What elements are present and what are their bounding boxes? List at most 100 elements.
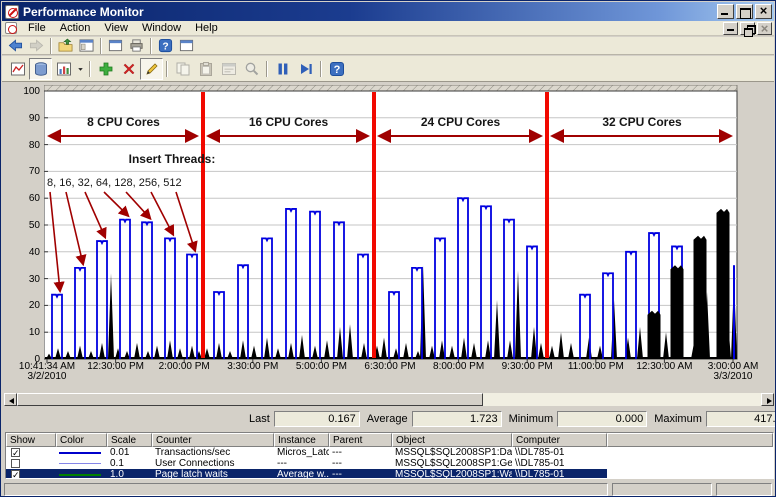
y-tick-label: 30 — [28, 273, 40, 285]
freeze-display-icon[interactable] — [271, 58, 294, 80]
transactions-pulse — [388, 291, 400, 359]
y-tick-label: 90 — [28, 112, 40, 124]
view-log-data-icon[interactable] — [29, 57, 52, 80]
print-icon[interactable] — [126, 36, 147, 56]
x-tick-label: 12:30:00 PM — [87, 361, 144, 372]
stat-minimum: Minimum 0.000 — [509, 411, 648, 427]
legend-cell: Micros_Latc... — [277, 447, 329, 458]
transactions-pulse — [261, 237, 273, 359]
thread-count-arrow — [125, 191, 152, 221]
menu-view[interactable]: View — [104, 22, 128, 34]
toolbar-separator — [50, 37, 52, 54]
help2-icon[interactable]: ? — [325, 58, 348, 80]
thread-count-arrow — [103, 191, 130, 218]
menu-action[interactable]: Action — [59, 22, 91, 34]
y-tick-label: 10 — [28, 327, 40, 339]
legend-cell — [607, 447, 773, 458]
show-console-tree-icon[interactable] — [76, 36, 97, 56]
y-tick-label: 80 — [28, 139, 40, 151]
legend-cell: --- — [332, 447, 342, 458]
delete-counter-icon[interactable] — [117, 58, 140, 80]
stat-label: Last — [249, 413, 270, 425]
legend-row-transactions-sec[interactable]: ✓ 0.01 Transactions/sec Micros_Latc...--- MS… — [6, 447, 773, 458]
copy-properties-icon — [171, 58, 194, 80]
transactions-pulse — [671, 245, 683, 359]
legend-column-object[interactable]: Object — [392, 433, 512, 447]
show-checkbox[interactable]: ✓ — [11, 448, 20, 458]
help-icon[interactable]: ? — [155, 36, 176, 56]
transactions-pulse — [648, 232, 660, 359]
view-current-activity-icon[interactable] — [6, 58, 29, 80]
transactions-pulse — [309, 210, 321, 359]
x-tick-label: 10:41:34 AM 3/2/2010 — [18, 361, 76, 382]
forward-icon — [26, 36, 47, 56]
export-list-icon[interactable] — [55, 36, 76, 56]
minimize-button[interactable] — [717, 4, 734, 19]
mdi-minimize-button[interactable] — [723, 21, 738, 35]
toolbar-separator — [166, 60, 168, 77]
scroll-left-button[interactable] — [4, 393, 17, 406]
transactions-pulse — [237, 264, 249, 359]
legend-column-counter[interactable]: Counter — [152, 433, 274, 447]
legend-cell: 1.0 — [107, 469, 152, 478]
show-checkbox[interactable]: ✓ — [11, 470, 20, 479]
scroll-right-button[interactable] — [761, 393, 774, 406]
transactions-pulse — [285, 208, 297, 359]
counter-legend[interactable]: Show Color Scale Counter Instance Parent Objec… — [5, 432, 774, 479]
x-tick-label: 9:30:00 PM — [501, 361, 553, 372]
show-checkbox[interactable] — [11, 459, 20, 468]
mdi-restore-button[interactable] — [740, 21, 756, 37]
standard-toolbar: ? — [2, 37, 774, 55]
toolbar-separator — [89, 60, 91, 77]
highlight-icon[interactable] — [140, 57, 163, 80]
new-window-icon[interactable] — [105, 36, 126, 56]
y-tick-label: 40 — [28, 246, 40, 258]
back-icon[interactable] — [5, 36, 26, 56]
time-scrollbar[interactable] — [4, 393, 774, 406]
legend-cell: --- — [332, 458, 342, 469]
legend-column-scale[interactable]: Scale — [107, 433, 152, 447]
menu-window[interactable]: Window — [141, 22, 182, 34]
section-label: 32 CPU Cores — [602, 115, 682, 129]
transactions-pulse — [51, 293, 63, 359]
show-window-icon[interactable] — [176, 36, 197, 56]
legend-cell: --- — [277, 458, 287, 469]
legend-cell: MSSQL$SQL2008SP1:Gener... — [395, 458, 512, 469]
legend-column-computer[interactable]: Computer — [512, 433, 607, 447]
legend-column-instance[interactable]: Instance — [274, 433, 329, 447]
stat-label: Maximum — [654, 413, 702, 425]
legend-cell: \\DL785-01 — [512, 469, 607, 478]
legend-cell — [607, 458, 773, 469]
transactions-pulse — [96, 240, 108, 359]
menu-file[interactable]: File — [28, 22, 46, 34]
x-tick-label: 12:30:00 AM — [636, 361, 693, 372]
counter-color-swatch — [59, 473, 101, 476]
stat-value: 417.000 — [705, 411, 775, 427]
properties-icon — [217, 58, 240, 80]
change-graph-type-icon[interactable] — [52, 58, 75, 80]
page-latch-waits-series — [44, 265, 737, 359]
stat-label: Minimum — [508, 413, 554, 425]
x-tick-label: 3:30:00 PM — [227, 361, 279, 372]
transactions-pulse — [602, 272, 614, 359]
legend-column-color[interactable]: Color — [56, 433, 107, 447]
scrollbar-thumb[interactable] — [17, 393, 483, 406]
toolbar-separator — [266, 60, 268, 77]
legend-row-user-connections[interactable]: 0.1 User Connections --- --- MSSQL$SQL2008SP… — [6, 458, 773, 469]
legend-cell: MSSQL$SQL2008SP1:Datab... — [395, 447, 512, 458]
thread-count-arrow — [84, 191, 107, 240]
scrollbar-track[interactable] — [483, 393, 761, 406]
legend-column-parent[interactable]: Parent — [329, 433, 392, 447]
x-tick-label: 8:00:00 PM — [433, 361, 485, 372]
transactions-pulse — [164, 237, 176, 359]
maximize-button[interactable] — [736, 4, 753, 19]
update-data-icon[interactable] — [294, 58, 317, 80]
add-counter-icon[interactable] — [94, 58, 117, 80]
menu-help[interactable]: Help — [195, 22, 218, 34]
legend-column-show[interactable]: Show — [6, 433, 56, 447]
perfmon-toolbar: ? — [2, 56, 774, 82]
zoom-icon — [240, 58, 263, 80]
graph-type-dropdown[interactable] — [75, 58, 86, 80]
legend-row-page-latch-waits[interactable]: ✓ 1.0 Page latch waits Average w... --- MSSQL… — [6, 469, 773, 479]
close-button[interactable] — [755, 3, 772, 19]
